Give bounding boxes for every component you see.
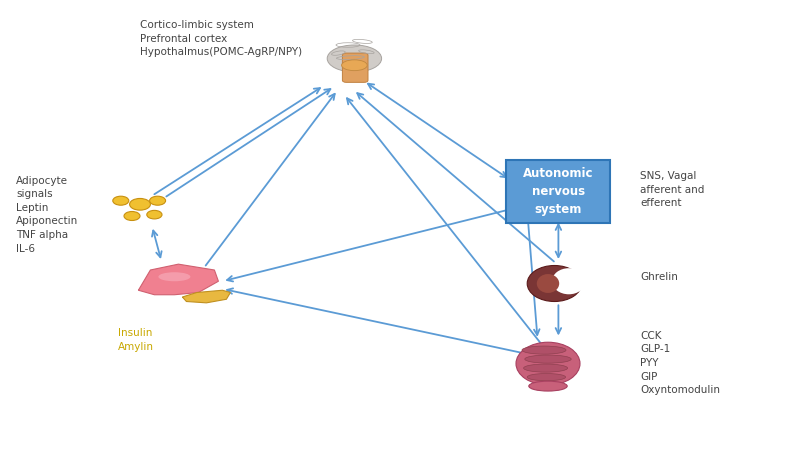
Ellipse shape (158, 272, 190, 281)
Ellipse shape (124, 212, 140, 220)
Ellipse shape (516, 342, 580, 385)
FancyBboxPatch shape (342, 53, 368, 82)
Ellipse shape (529, 381, 567, 391)
PathPatch shape (182, 290, 230, 303)
Ellipse shape (525, 355, 571, 363)
FancyBboxPatch shape (506, 160, 610, 223)
Ellipse shape (552, 268, 586, 294)
Ellipse shape (113, 196, 129, 205)
Ellipse shape (150, 196, 166, 205)
Text: Insulin
Amylin: Insulin Amylin (118, 328, 154, 352)
PathPatch shape (138, 264, 218, 295)
Ellipse shape (537, 274, 559, 293)
Text: Autonomic
nervous
system: Autonomic nervous system (523, 167, 594, 216)
Text: SNS, Vagal
afferent and
efferent: SNS, Vagal afferent and efferent (640, 171, 704, 208)
Ellipse shape (527, 266, 582, 302)
Ellipse shape (342, 60, 367, 71)
Ellipse shape (327, 45, 382, 72)
Text: Ghrelin: Ghrelin (640, 272, 678, 282)
Text: CCK
GLP-1
PYY
GIP
Oxyntomodulin: CCK GLP-1 PYY GIP Oxyntomodulin (640, 331, 720, 395)
Ellipse shape (527, 374, 566, 381)
Ellipse shape (130, 198, 150, 210)
Text: Adipocyte
signals
Leptin
Apiponectin
TNF alpha
IL-6: Adipocyte signals Leptin Apiponectin TNF… (16, 176, 78, 253)
Ellipse shape (523, 364, 568, 372)
Ellipse shape (522, 346, 566, 354)
Text: Cortico-limbic system
Prefrontal cortex
Hypothalmus(POMC-AgRP/NPY): Cortico-limbic system Prefrontal cortex … (140, 20, 302, 58)
Ellipse shape (146, 210, 162, 219)
